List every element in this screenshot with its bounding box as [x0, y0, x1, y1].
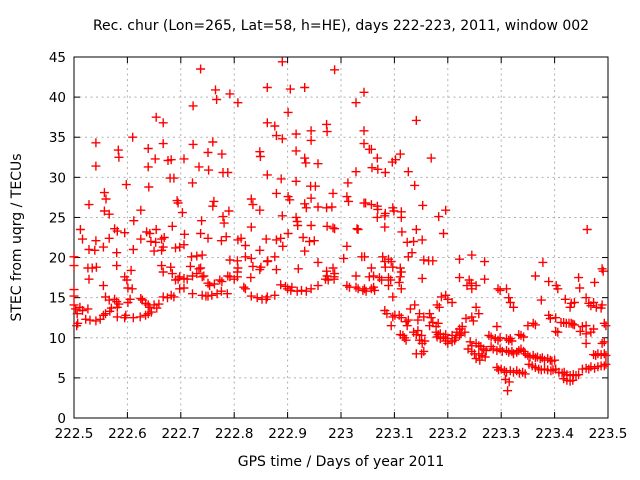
x-tick-label: 223.3 — [482, 426, 521, 442]
x-tick-label: 222.6 — [108, 426, 147, 442]
plot-title: Rec. chur (Lon=265, Lat=58, h=HE), days … — [93, 18, 589, 34]
x-tick-label: 223.4 — [535, 426, 574, 442]
y-tick-label: 40 — [49, 90, 66, 106]
y-tick-label: 30 — [49, 170, 66, 186]
x-tick-label: 222.7 — [161, 426, 200, 442]
y-tick-label: 20 — [49, 251, 66, 267]
y-tick-label: 15 — [49, 291, 66, 307]
x-axis-label: GPS time / Days of year 2011 — [238, 454, 445, 470]
x-tick-label: 222.5 — [55, 426, 94, 442]
x-tick-label: 223.1 — [375, 426, 414, 442]
y-tick-label: 0 — [57, 411, 66, 427]
y-tick-label: 45 — [49, 50, 66, 66]
y-tick-label: 25 — [49, 210, 66, 226]
y-tick-label: 10 — [49, 331, 66, 347]
x-tick-label: 222.8 — [215, 426, 254, 442]
y-tick-label: 35 — [49, 130, 66, 146]
x-tick-label: 223.5 — [589, 426, 628, 442]
x-tick-label: 223.2 — [428, 426, 467, 442]
scatter-data-points — [69, 57, 611, 396]
x-tick-label: 223 — [328, 426, 354, 442]
y-tick-label: 5 — [57, 371, 66, 387]
y-axis-label: STEC from uqrg / TECUs — [9, 153, 25, 321]
x-tick-label: 222.9 — [268, 426, 307, 442]
